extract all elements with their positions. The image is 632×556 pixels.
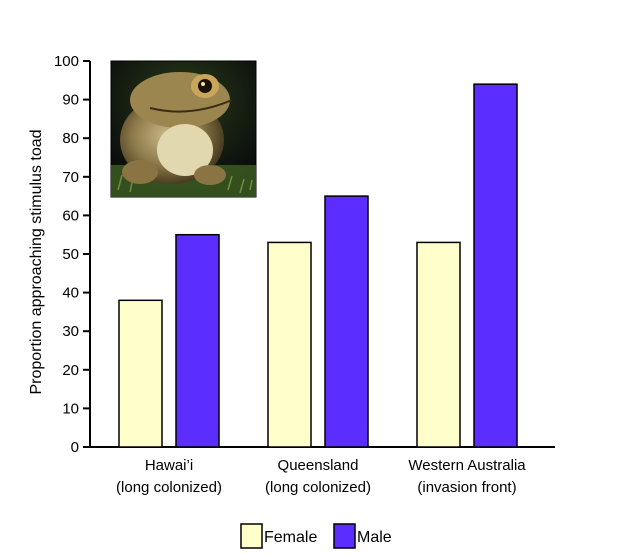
legend: Female Male — [240, 523, 392, 549]
y-tick-label: 80 — [62, 130, 79, 147]
legend-label-female: Female — [264, 529, 317, 546]
y-tick-label: 100 — [54, 53, 79, 70]
y-tick-label: 70 — [62, 169, 79, 186]
y-tick-label: 50 — [62, 246, 79, 263]
x-category-label: (long colonized) — [116, 479, 222, 496]
y-axis-ticks: 0 10 20 30 40 50 60 70 80 90 100 — [54, 53, 90, 456]
bar-female-1 — [267, 241, 312, 448]
bar-male-1 — [324, 195, 369, 448]
y-axis-label: Proportion approaching stimulus toad — [28, 129, 45, 394]
x-category-label: Hawai’i — [145, 457, 193, 474]
bar-female-0 — [118, 299, 163, 448]
legend-label-male: Male — [357, 529, 392, 546]
y-tick-label: 20 — [62, 362, 79, 379]
x-category-label: Queensland — [278, 457, 359, 474]
bar-male-0 — [175, 233, 220, 448]
y-tick-label: 10 — [62, 400, 79, 417]
x-category-label: (long colonized) — [265, 479, 371, 496]
y-tick-label: 0 — [71, 439, 79, 456]
y-tick-label: 40 — [62, 285, 79, 302]
bar-female-2 — [416, 241, 461, 448]
legend-swatch-female — [240, 523, 263, 549]
bar-male-2 — [473, 83, 518, 448]
x-category-label: Western Australia — [408, 457, 526, 474]
x-category-label: (invasion front) — [417, 479, 516, 496]
legend-swatch-male — [333, 523, 356, 549]
y-tick-label: 60 — [62, 207, 79, 224]
category-labels: Hawai’i (long colonized) Queensland (long c… — [116, 457, 526, 496]
toad-photo-inset — [110, 60, 257, 198]
y-axis: 0 10 20 30 40 50 60 70 80 90 100 — [54, 53, 91, 456]
bars — [118, 83, 518, 448]
y-tick-label: 90 — [62, 92, 79, 109]
y-tick-label: 30 — [62, 323, 79, 340]
